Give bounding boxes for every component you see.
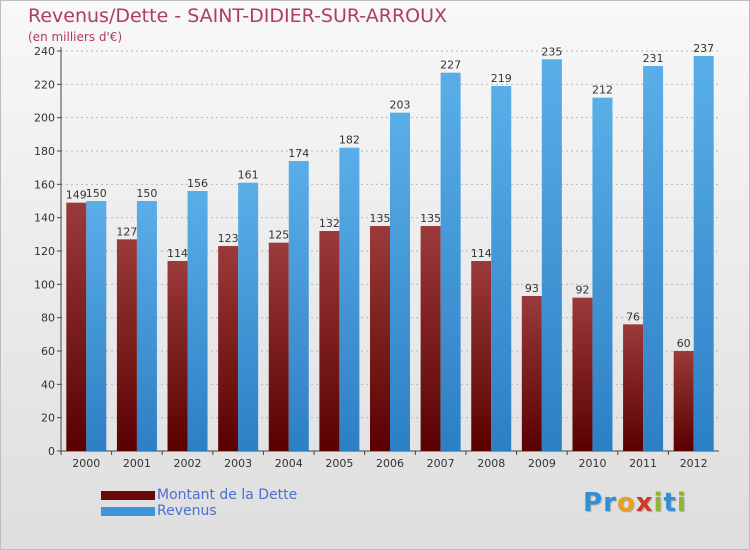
y-tick-label: 0 [48,445,55,458]
chart-title: Revenus/Dette - SAINT-DIDIER-SUR-ARROUX [28,5,448,27]
bar-debt [370,226,390,451]
data-label: 156 [187,177,208,190]
x-tick-label: 2011 [629,457,657,470]
data-label: 174 [288,147,309,160]
x-tick-label: 2009 [528,457,556,470]
bar-debt [66,202,87,451]
bar-revenue [288,161,309,451]
data-label: 92 [575,284,589,297]
data-label: 135 [370,212,391,225]
x-tick-label: 2010 [578,457,606,470]
data-label: 123 [218,232,239,245]
y-tick-label: 40 [41,378,55,391]
data-label: 93 [525,282,539,295]
bar-debt [572,297,593,451]
bar-revenue [693,56,714,451]
bar-debt [420,226,441,451]
x-tick-label: 2006 [376,457,404,470]
legend-item-debt: Montant de la Dette [101,487,297,503]
x-tick-label: 2005 [325,457,353,470]
y-tick-label: 80 [41,312,55,325]
data-label: 203 [390,99,411,112]
x-tick-label: 2002 [174,457,202,470]
bar-revenue [339,147,360,451]
data-label: 114 [471,247,492,260]
y-tick-label: 100 [34,278,55,291]
y-tick-label: 120 [34,245,55,258]
data-label: 135 [420,212,441,225]
data-label: 227 [440,59,461,72]
bar-debt [218,246,239,451]
data-label: 114 [167,247,188,260]
data-label: 161 [238,169,259,182]
legend-swatch-revenue [101,506,155,516]
y-tick-label: 140 [34,212,55,225]
y-tick-label: 160 [34,178,55,191]
proxiti-logo: Proxiti [583,488,687,518]
x-tick-label: 2001 [123,457,151,470]
y-tick-label: 220 [34,78,55,91]
data-label: 150 [136,187,157,200]
data-label: 149 [66,189,87,202]
bar-revenue [187,191,208,451]
bar-debt [167,261,188,451]
bar-debt [673,351,694,451]
data-label: 76 [626,310,640,323]
data-label: 212 [592,84,613,97]
data-label: 132 [319,217,340,230]
x-tick-label: 2004 [275,457,303,470]
bar-revenue [86,201,107,451]
bar-revenue [541,59,562,451]
bar-revenue [136,201,157,451]
y-tick-label: 200 [34,112,55,125]
legend-item-revenue: Revenus [101,503,297,519]
data-label: 235 [541,45,562,58]
x-tick-label: 2008 [477,457,505,470]
y-tick-label: 180 [34,145,55,158]
bar-debt [623,324,644,451]
data-label: 125 [268,229,289,242]
bar-debt [319,231,340,451]
bar-debt [471,261,492,451]
bar-debt [268,242,289,451]
chart-subtitle: (en milliers d'€) [28,30,123,44]
y-tick-label: 60 [41,345,55,358]
bar-revenue [238,182,259,451]
bar-revenue [592,97,613,452]
data-label: 182 [339,134,360,147]
data-label: 60 [677,337,691,350]
legend-swatch-debt [101,490,155,500]
y-tick-label: 240 [34,45,55,58]
x-tick-label: 2003 [224,457,252,470]
legend-label-revenue: Revenus [157,503,217,519]
legend-label-debt: Montant de la Dette [157,487,298,503]
x-tick-label: 2012 [680,457,708,470]
bar-revenue [390,112,410,452]
bar-debt [521,296,542,451]
data-label: 127 [116,225,137,238]
legend: Montant de la Dette Revenus [101,487,297,519]
bar-debt [116,239,137,451]
data-label: 231 [643,52,664,65]
data-label: 219 [491,72,512,85]
y-tick-label: 20 [41,412,55,425]
x-tick-label: 2007 [427,457,455,470]
data-label: 150 [86,187,107,200]
bar-revenue [643,66,664,451]
bar-revenue [491,86,512,451]
bar-revenue [440,72,461,452]
data-label: 237 [693,42,714,55]
x-tick-label: 2000 [72,457,100,470]
